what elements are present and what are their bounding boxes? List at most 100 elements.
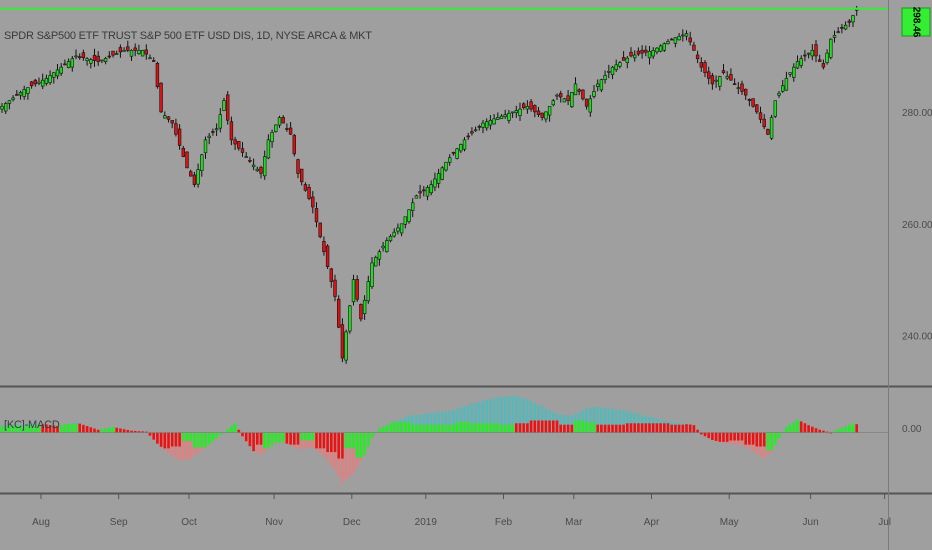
macd-momentum-bar xyxy=(178,432,181,447)
candle-body xyxy=(359,304,363,320)
candle-body xyxy=(33,79,38,85)
time-tick-label: 2019 xyxy=(415,517,438,528)
macd-momentum-bar xyxy=(670,424,673,433)
macd-momentum-bar xyxy=(270,432,274,446)
macd-momentum-bar xyxy=(703,432,707,437)
macd-histogram-bar xyxy=(515,396,518,433)
price-tick-label: 260.00 xyxy=(902,220,932,231)
macd-momentum-bar xyxy=(411,424,414,433)
candle-body xyxy=(669,38,674,41)
macd-momentum-bar xyxy=(11,425,15,433)
candle-body xyxy=(40,79,45,87)
candle-body xyxy=(85,58,89,62)
macd-momentum-bar xyxy=(533,420,537,433)
candle-body xyxy=(277,117,282,126)
macd-momentum-bar xyxy=(811,426,814,433)
macd-momentum-bar xyxy=(444,424,448,433)
time-tick-label: Jun xyxy=(803,517,819,528)
candle-body xyxy=(96,55,100,62)
price-axis[interactable]: 240.00 260.00 280.00 xyxy=(902,108,932,343)
macd-momentum-bar xyxy=(474,423,477,433)
macd-momentum-bar xyxy=(441,424,444,433)
candle-body xyxy=(248,160,252,162)
candle-body xyxy=(281,117,285,124)
candle-body xyxy=(48,75,52,83)
candles-layer xyxy=(0,5,859,364)
macd-momentum-bar xyxy=(507,424,511,433)
macd-momentum-bar xyxy=(648,423,651,433)
macd-momentum-bar xyxy=(230,426,233,433)
candle-body xyxy=(499,115,504,120)
candle-body xyxy=(773,100,778,117)
macd-momentum-bar xyxy=(807,425,810,433)
macd-histogram-bar xyxy=(522,398,525,433)
macd-momentum-bar xyxy=(655,423,659,433)
candle-body xyxy=(266,139,271,159)
macd-momentum-bar xyxy=(429,424,433,433)
candle-body xyxy=(292,135,296,155)
candle-body xyxy=(92,54,97,61)
candle-body xyxy=(403,216,407,225)
macd-momentum-bar xyxy=(644,423,648,433)
time-tick-label: May xyxy=(720,517,739,528)
candle-body xyxy=(703,62,707,74)
macd-momentum-bar xyxy=(799,421,803,433)
macd-histogram-bar xyxy=(422,414,426,433)
macd-momentum-bar xyxy=(529,420,533,433)
macd-momentum-bar xyxy=(574,420,577,433)
candle-body xyxy=(262,156,267,177)
candle-body xyxy=(507,112,511,121)
macd-momentum-bar xyxy=(688,424,692,433)
macd-momentum-bar xyxy=(363,432,366,455)
macd-momentum-bar xyxy=(503,424,507,433)
candle-body xyxy=(344,331,348,361)
macd-momentum-bar xyxy=(666,423,670,433)
macd-momentum-bar xyxy=(300,432,303,441)
time-axis[interactable]: Aug Sep Oct Nov Dec 2019 Feb Mar Apr May Jun Jul xyxy=(32,494,891,528)
candle-body xyxy=(518,108,522,116)
macd-histogram-bar xyxy=(566,415,570,433)
macd-histogram-bar xyxy=(540,406,544,433)
candle-body xyxy=(658,45,663,52)
candle-body xyxy=(784,78,789,91)
candle-body xyxy=(385,240,389,252)
macd-momentum-bar xyxy=(755,432,759,447)
candle-body xyxy=(810,50,815,57)
macd-momentum-bar xyxy=(500,424,503,433)
macd-momentum-bar xyxy=(344,432,348,449)
macd-momentum-bar xyxy=(370,432,374,439)
macd-momentum-bar xyxy=(489,423,492,433)
macd-momentum-bar xyxy=(851,423,855,433)
macd-momentum-bar xyxy=(67,423,70,433)
macd-histogram-bar xyxy=(492,398,496,433)
candle-body xyxy=(592,91,596,97)
macd-histogram-bar xyxy=(503,396,507,433)
macd-momentum-bar xyxy=(677,424,681,433)
candle-body xyxy=(7,100,12,104)
candle-body xyxy=(595,83,600,87)
macd-momentum-bar xyxy=(130,430,133,433)
candle-body xyxy=(55,69,60,77)
candle-body xyxy=(555,94,559,97)
candle-body xyxy=(333,279,337,297)
macd-momentum-bar xyxy=(607,424,611,433)
macd-momentum-bar xyxy=(829,432,833,434)
macd-momentum-bar xyxy=(492,423,496,433)
macd-momentum-bar xyxy=(459,421,463,433)
macd-momentum-bar xyxy=(818,429,821,433)
candle-body xyxy=(514,110,519,114)
macd-momentum-bar xyxy=(348,432,352,449)
candle-body xyxy=(259,166,263,174)
macd-momentum-bar xyxy=(622,424,625,433)
candle-body xyxy=(521,103,526,108)
macd-momentum-bar xyxy=(437,424,440,433)
candle-body xyxy=(581,89,585,100)
macd-histogram-bar xyxy=(607,408,611,433)
candle-body xyxy=(115,53,119,55)
candle-body xyxy=(551,100,556,106)
macd-histogram-bar xyxy=(426,413,429,433)
candle-body xyxy=(181,148,185,157)
candle-body xyxy=(451,152,456,154)
macd-momentum-bar xyxy=(478,423,481,433)
